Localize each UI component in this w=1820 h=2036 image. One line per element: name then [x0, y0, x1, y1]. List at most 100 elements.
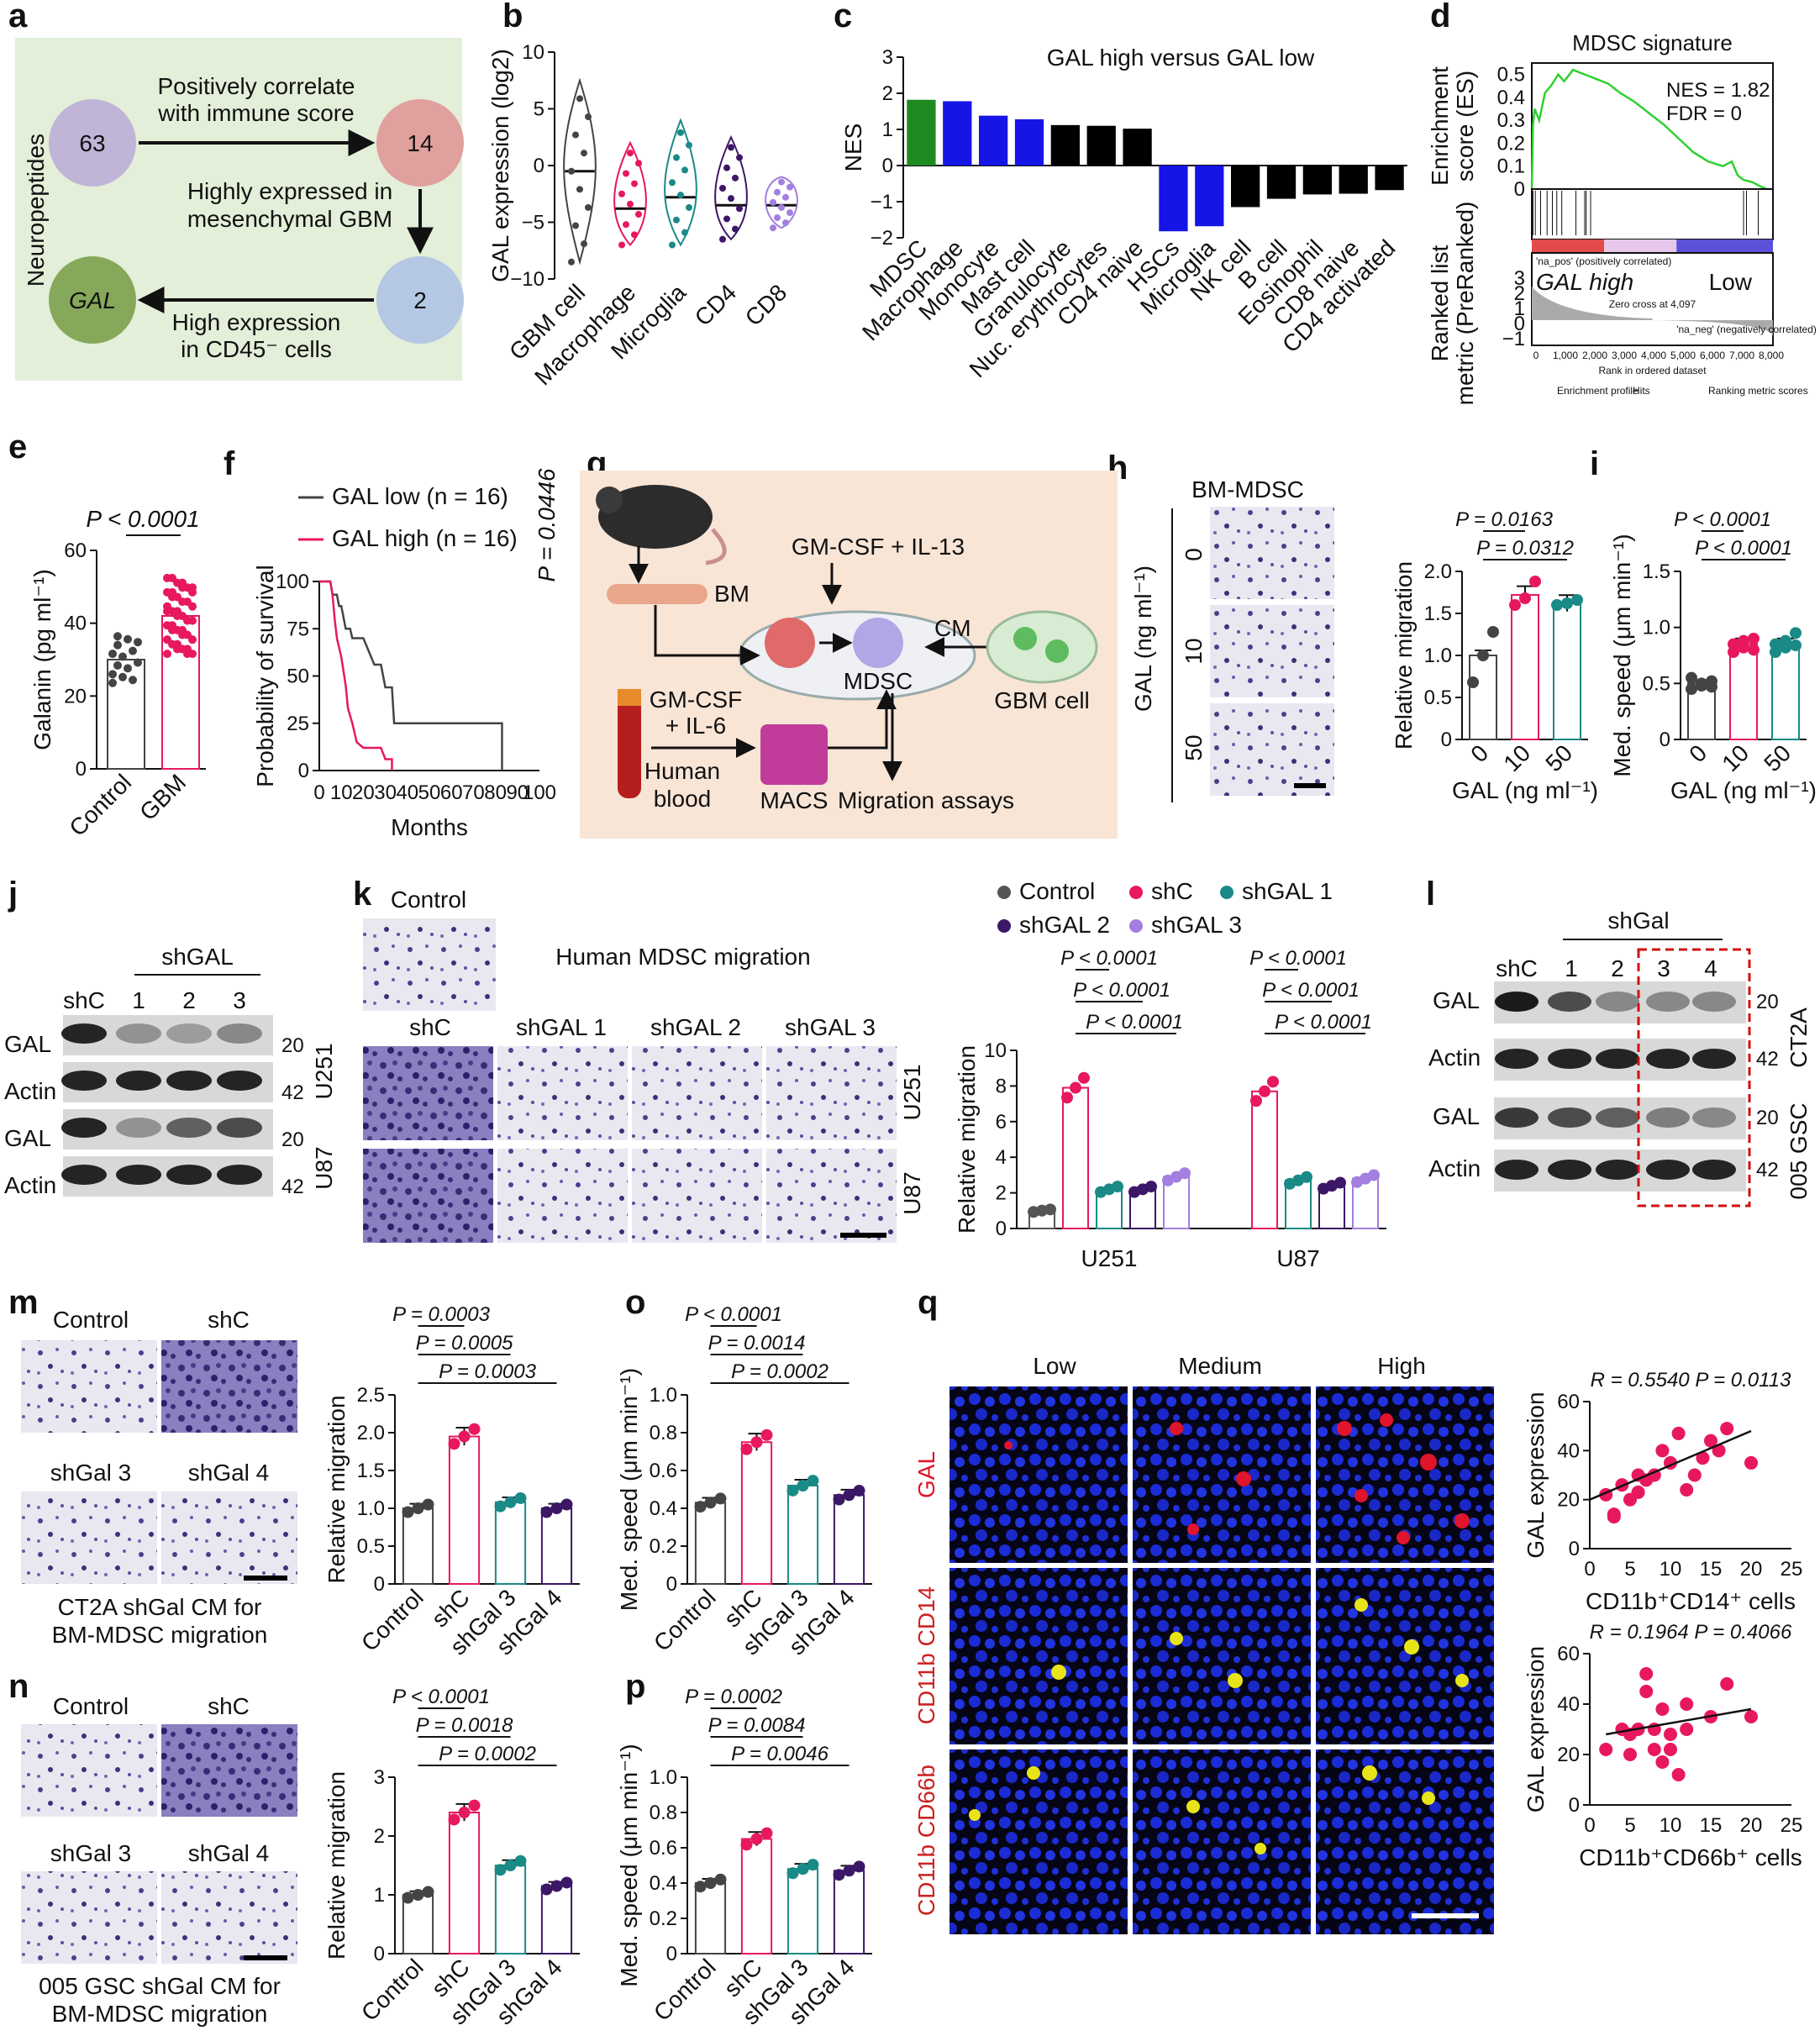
o-point	[740, 1443, 753, 1455]
q2-point	[1664, 1743, 1677, 1756]
b-ytick-label: 5	[534, 98, 544, 121]
p-point	[750, 1833, 763, 1845]
b-point	[728, 195, 734, 203]
panel-a-diagram: Neuropeptides 63 14 2 GAL Positively cor…	[15, 38, 464, 381]
k-pvalue: P < 0.0001	[1262, 979, 1360, 1002]
q2-xtick-label: 10	[1660, 1814, 1682, 1837]
o-pvalue: P < 0.0001	[685, 1303, 782, 1326]
panel-n-images: Control shC shGal 3 shGal 4 005 GSC shGa…	[21, 1693, 297, 2027]
d-xtick-label: 4,000	[1641, 350, 1666, 361]
j-lane-1: 1	[132, 987, 145, 1013]
q1-ylabel: GAL expression	[1523, 1392, 1549, 1558]
o-pvalue: P = 0.0002	[731, 1360, 828, 1383]
f-xtick-label: 80	[484, 781, 507, 804]
gbm-cell-icon-2	[1045, 639, 1069, 663]
n-point	[458, 1807, 471, 1818]
panel-l-western: shGal shC 1 2 3 4 GAL Actin GAL Actin 20…	[1428, 908, 1812, 1207]
i-xtick-label: 0	[1684, 739, 1712, 767]
l-band	[1596, 992, 1639, 1012]
panel-m-images: Control shC shGal 3 shGal 4 CT2A shGal C…	[21, 1307, 297, 1648]
f-ytick-label: 100	[276, 571, 309, 593]
o-point	[833, 1493, 845, 1506]
q-img-cd14-medium	[1133, 1568, 1311, 1744]
q-col-low: Low	[1033, 1353, 1076, 1379]
c-bar	[1086, 125, 1116, 166]
o-bar	[740, 1441, 773, 1585]
j-band	[166, 1071, 212, 1091]
q2-point	[1655, 1755, 1670, 1769]
b-point	[669, 179, 676, 187]
m-xtick-label: Control	[356, 1584, 429, 1656]
o-point	[786, 1484, 799, 1497]
panel-letter-q: q	[918, 1284, 938, 1321]
b-point	[618, 241, 625, 249]
o-bar	[694, 1502, 727, 1585]
b-point	[719, 235, 726, 243]
m-point	[540, 1506, 553, 1518]
j-band	[217, 1165, 262, 1185]
i-point	[1728, 638, 1739, 650]
h-row-0: 0	[1181, 548, 1207, 561]
k-pvalue: P < 0.0001	[1073, 979, 1170, 1002]
h-row-50: 50	[1181, 734, 1207, 760]
m-ytick-label: 1.5	[357, 1460, 385, 1482]
j-band	[166, 1165, 212, 1185]
b-point	[568, 167, 575, 175]
q1-point	[1687, 1468, 1702, 1482]
e-point	[188, 635, 197, 644]
k-point	[1334, 1176, 1346, 1189]
c-ytick-label: 2	[882, 82, 893, 105]
q1-point	[1680, 1483, 1694, 1497]
e-ylabel: Galanin (pg ml⁻¹)	[29, 569, 55, 750]
panel-k-chart: 0 2 4 6 8 10 U251 P < 0.0001 P < 0.0001 P < 0.000…	[954, 878, 1386, 1271]
l-mw-1: 20	[1756, 991, 1779, 1013]
k-point	[1267, 1076, 1279, 1088]
q1-point	[1607, 1510, 1621, 1524]
h-point	[1561, 597, 1573, 609]
h-bar	[1469, 655, 1497, 740]
d-xtick-label: 8,000	[1759, 350, 1784, 361]
b-ylabel: GAL expression (log2)	[487, 49, 513, 282]
k-row-u251: U251	[899, 1065, 925, 1121]
d-es-line	[1530, 68, 1768, 191]
n-pvalue: P = 0.0002	[439, 1743, 536, 1765]
b-point	[686, 203, 692, 211]
i-ylabel: Med. speed (μm min⁻¹)	[1609, 534, 1635, 776]
n-point	[494, 1864, 507, 1876]
k-point	[1301, 1171, 1312, 1183]
b-point	[677, 129, 684, 136]
q1-xtick-label: 20	[1740, 1558, 1763, 1581]
k-col-shgal1: shGAL 1	[516, 1014, 607, 1040]
j-mw-1: 20	[281, 1034, 304, 1057]
d-metric-ytick-label: −1	[1502, 328, 1525, 350]
p-ytick-label: 0.4	[650, 1872, 677, 1895]
b-point	[631, 231, 638, 239]
k-img-u251-shgal1	[497, 1046, 628, 1140]
q1-point	[1631, 1485, 1645, 1499]
n-bar	[448, 1812, 481, 1954]
f-xtick-label: 90	[506, 781, 529, 804]
m-ytick-label: 1.0	[357, 1497, 385, 1520]
b-ytick-label: −5	[522, 212, 544, 234]
k-legend-item: Control	[1019, 878, 1095, 904]
human-label: Human	[644, 758, 720, 784]
o-point	[694, 1501, 707, 1513]
c-bar	[943, 101, 972, 166]
d-metric-ytick-label: 2	[1514, 282, 1525, 305]
n-col-shc: shC	[208, 1693, 250, 1719]
o-bar	[833, 1494, 865, 1585]
o-xtick-label: Control	[649, 1584, 721, 1656]
o-point	[704, 1497, 717, 1509]
d-xtick-label: 0	[1533, 350, 1539, 361]
n-xtick-label: Control	[356, 1954, 429, 2026]
k-img-u87-shgal1	[497, 1149, 628, 1243]
d-pos-bar	[1532, 239, 1605, 253]
h-image-50	[1210, 703, 1334, 796]
n-img-shc	[161, 1724, 297, 1817]
j-band	[116, 1023, 161, 1044]
panel-h-images: BM-MDSC GAL (ng ml⁻¹) 0 10 50	[1130, 476, 1334, 802]
b-violin	[664, 118, 697, 247]
n-point	[468, 1799, 481, 1812]
n-img-shgal4	[161, 1871, 297, 1964]
m-img-shgal3	[21, 1491, 157, 1584]
